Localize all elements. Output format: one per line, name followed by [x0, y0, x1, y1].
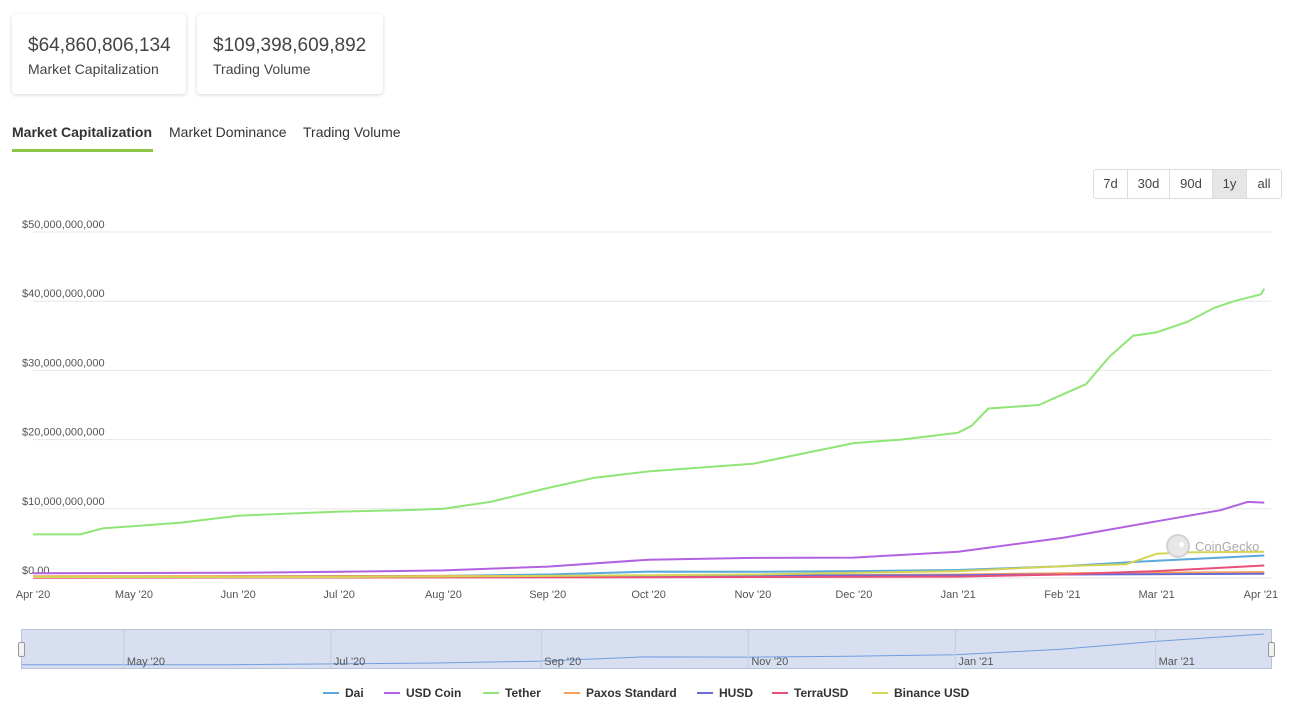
legend-item-paxos-standard[interactable]: Paxos Standard — [564, 685, 677, 701]
navigator-preview: May '20 Jul '20 Sep '20 Nov '20 Jan '21 Mar '… — [22, 630, 1265, 668]
navigator-label: Jan '21 — [958, 656, 993, 668]
range-30d-button[interactable]: 30d — [1128, 170, 1170, 198]
range-all-button[interactable]: all — [1257, 176, 1271, 191]
navigator-right-handle[interactable] — [1268, 642, 1275, 657]
tab-market-dominance[interactable]: Market Dominance — [169, 124, 287, 140]
legend-swatch — [772, 692, 788, 694]
legend-swatch — [564, 692, 580, 694]
chart-legend: Dai USD Coin Tether Paxos Standard HUSD Terra… — [0, 685, 1292, 701]
series-line-binance-usd[interactable] — [33, 550, 1265, 578]
legend-swatch — [384, 692, 400, 694]
chart-grid: $0.00 $10,000,000,000 $20,000,000,000 $30,0… — [22, 219, 1271, 579]
x-tick-label: Apr '20 — [16, 589, 51, 601]
legend-item-tether[interactable]: Tether — [483, 685, 541, 701]
navigator-label: Nov '20 — [751, 656, 788, 668]
series-line-terrausd[interactable] — [32, 564, 1265, 579]
trading-volume-label: Trading Volume — [213, 61, 311, 77]
x-tick-label: Oct '20 — [631, 589, 666, 601]
range-1y-button[interactable]: 1y — [1213, 170, 1247, 198]
trading-volume-value: $109,398,609,892 — [213, 35, 367, 56]
range-90d-button[interactable]: 90d — [1170, 170, 1213, 198]
x-tick-label: Nov '20 — [734, 589, 771, 601]
coingecko-watermark: CoinGecko — [1166, 533, 1259, 559]
legend-label: Dai — [345, 686, 364, 700]
legend-label: Paxos Standard — [586, 686, 677, 700]
x-tick-label: Sep '20 — [529, 589, 566, 601]
range-navigator[interactable]: May '20 Jul '20 Sep '20 Nov '20 Jan '21 Mar '… — [18, 629, 1275, 669]
navigator-series-line — [22, 633, 1265, 666]
legend-item-dai[interactable]: Dai — [323, 685, 364, 701]
series-line-tether[interactable] — [33, 288, 1266, 536]
legend-swatch — [697, 692, 713, 694]
y-tick-label: $40,000,000,000 — [22, 288, 105, 300]
navigator-left-handle[interactable] — [18, 642, 25, 657]
legend-label: Binance USD — [894, 686, 970, 700]
y-tick-label: $0.00 — [22, 565, 50, 577]
legend-swatch — [483, 692, 499, 694]
chart-series — [32, 288, 1266, 579]
legend-item-usd-coin[interactable]: USD Coin — [384, 685, 461, 701]
market-cap-label: Market Capitalization — [28, 61, 159, 77]
x-tick-label: Jul '20 — [323, 589, 354, 601]
navigator-label: May '20 — [127, 656, 165, 668]
x-tick-label: May '20 — [115, 589, 153, 601]
legend-label: HUSD — [719, 686, 754, 700]
navigator-label: Mar '21 — [1159, 656, 1195, 668]
y-tick-label: $50,000,000,000 — [22, 219, 105, 231]
trading-volume-card: $109,398,609,892 Trading Volume — [197, 14, 383, 94]
watermark-text: CoinGecko — [1195, 538, 1260, 554]
gecko-logo-icon — [1166, 534, 1190, 558]
x-tick-label: Jan '21 — [941, 589, 976, 601]
navigator-label: Sep '20 — [544, 656, 581, 668]
tab-market-capitalization[interactable]: Market Capitalization — [12, 122, 153, 152]
x-tick-label: Feb '21 — [1044, 589, 1080, 601]
legend-item-husd[interactable]: HUSD — [697, 685, 753, 701]
market-cap-card: $64,860,806,134 Market Capitalization — [12, 14, 186, 94]
legend-item-terrausd[interactable]: TerraUSD — [772, 685, 848, 701]
x-tick-label: Aug '20 — [425, 589, 462, 601]
legend-swatch — [323, 692, 339, 694]
legend-label: USD Coin — [406, 686, 462, 700]
range-7d-button[interactable]: 7d — [1094, 170, 1128, 198]
series-line-usd-coin[interactable] — [32, 500, 1265, 575]
y-tick-label: $10,000,000,000 — [22, 496, 105, 508]
legend-label: Tether — [505, 686, 541, 700]
y-tick-label: $20,000,000,000 — [22, 427, 105, 439]
y-tick-label: $30,000,000,000 — [22, 357, 105, 369]
x-tick-label: Dec '20 — [835, 589, 872, 601]
x-tick-label: Apr '21 — [1244, 589, 1279, 601]
x-tick-label: Mar '21 — [1138, 589, 1174, 601]
market-cap-value: $64,860,806,134 — [28, 35, 171, 56]
market-cap-chart: $0.00 $10,000,000,000 $20,000,000,000 $30,0… — [16, 219, 1278, 601]
navigator-label: Jul '20 — [334, 656, 365, 668]
legend-swatch — [872, 692, 888, 694]
tab-trading-volume[interactable]: Trading Volume — [303, 124, 401, 140]
legend-item-binance-usd[interactable]: Binance USD — [872, 685, 969, 701]
x-axis: Apr '20 May '20 Jun '20 Jul '20 Aug '20 Sep '… — [16, 589, 1278, 601]
legend-label: TerraUSD — [794, 686, 849, 700]
x-tick-label: Jun '20 — [221, 589, 256, 601]
time-range-selector: 7d 30d 90d 1y all — [1093, 169, 1282, 199]
